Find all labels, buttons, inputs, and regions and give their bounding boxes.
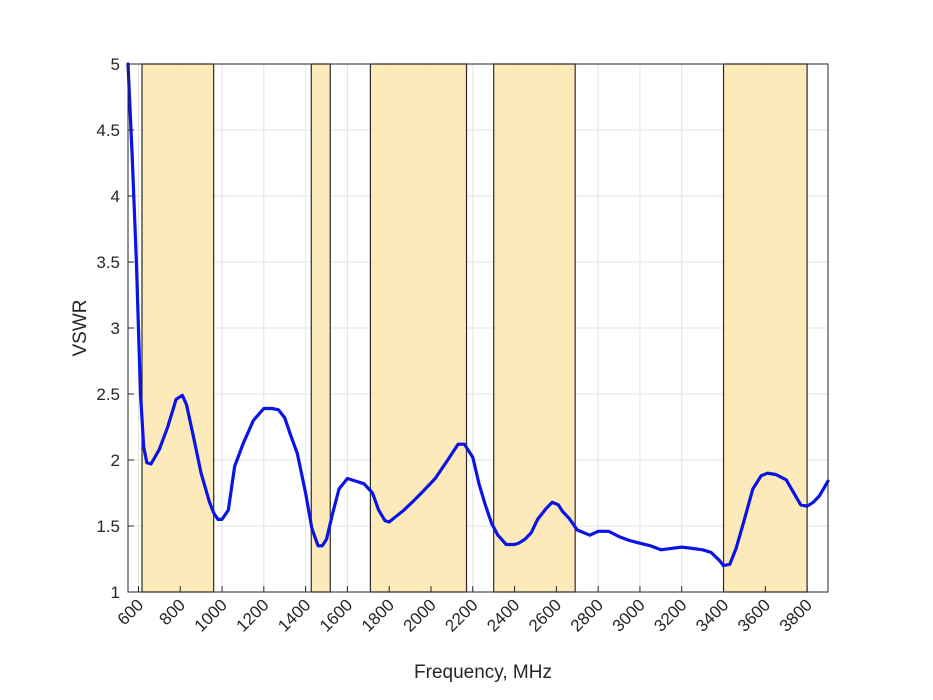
x-tick-label: 2000 [400,595,440,635]
x-tick-label: 1000 [191,595,231,635]
x-tick-label: 1600 [316,595,356,635]
y-tick-label: 1 [111,583,120,602]
x-tick-label: 2800 [567,595,607,635]
y-tick-label: 1.5 [96,517,120,536]
x-tick-label: 1800 [358,595,398,635]
y-axis-title: VSWR [70,300,91,357]
band-region-3 [369,63,468,593]
x-tick-label: 3000 [609,595,649,635]
x-tick-label: 3200 [650,595,690,635]
band-region-5 [722,63,808,593]
y-tick-label: 2.5 [96,385,120,404]
x-tick-label: 1400 [274,595,314,635]
y-tick-label: 5 [111,55,120,74]
x-tick-label: 3600 [734,595,774,635]
y-tick-label: 3.5 [96,253,120,272]
y-tick-label: 4.5 [96,121,120,140]
band-region-2 [310,63,331,593]
y-tick-label: 3 [111,319,120,338]
x-tick-label: 3400 [692,595,732,635]
x-tick-label: 2200 [441,595,481,635]
plot-series [126,62,830,568]
band-regions [141,63,808,593]
x-tick-label: 2400 [483,595,523,635]
x-tick-label: 3800 [776,595,816,635]
x-tick-label: 800 [156,595,189,628]
y-axis: 1 1.5 2 2.5 3 3.5 4 4.5 5 [96,55,134,602]
vswr-line [126,62,830,568]
y-tick-label: 4 [111,187,120,206]
band-region-1 [141,63,215,593]
x-axis-title: Frequency, MHz [414,662,552,683]
x-tick-label: 2600 [525,595,565,635]
y-tick-label: 2 [111,451,120,470]
x-tick-label: 1200 [232,595,272,635]
